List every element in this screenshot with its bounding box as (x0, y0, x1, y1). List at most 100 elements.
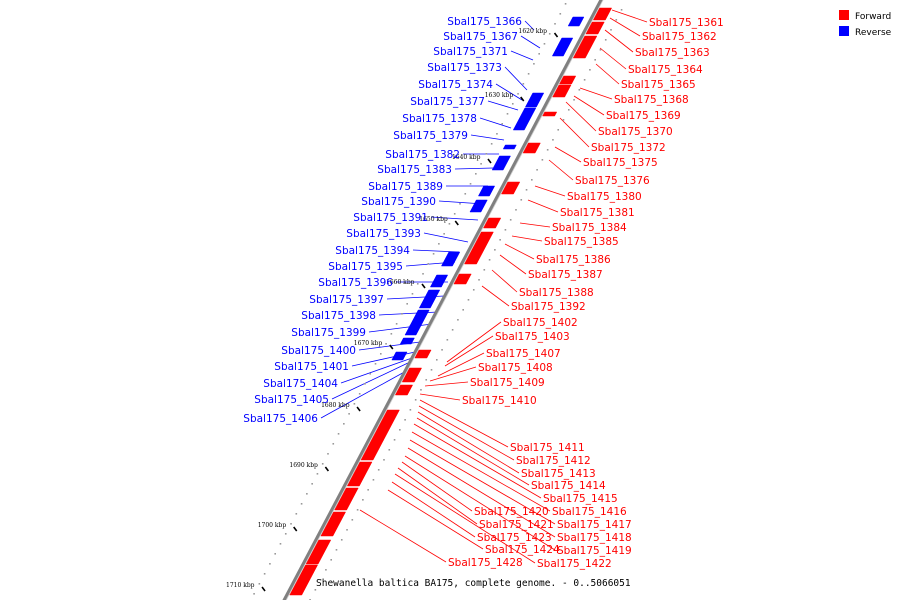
tick-mark (421, 283, 426, 289)
gene-block (346, 461, 373, 487)
tick-label: 1630 kbp (485, 92, 514, 99)
axis-dot (573, 99, 575, 101)
forward-gene-label: Sbal175_1410 (462, 395, 537, 407)
axis-dot (377, 469, 380, 471)
forward-gene-label: Sbal175_1407 (486, 348, 561, 360)
gene-block (572, 35, 598, 59)
leader-line (424, 381, 469, 387)
leader-line (397, 467, 478, 525)
axis-dot (457, 319, 459, 321)
axis-dot (284, 533, 287, 535)
forward-gene-label: Sbal175_1365 (621, 79, 696, 91)
axis-dot (525, 189, 528, 191)
leader-line (504, 66, 528, 91)
legend-label: Reverse (855, 28, 892, 38)
gene-block (483, 217, 502, 229)
forward-gene-label: Sbal175_1372 (591, 142, 666, 154)
gene-block (501, 181, 521, 195)
forward-gene-label: Sbal175_1388 (519, 287, 594, 299)
axis-dot (451, 329, 454, 331)
axis-dot (409, 409, 412, 411)
axis-dot (390, 333, 393, 335)
leader-line (401, 461, 473, 512)
forward-gene-label: Sbal175_1428 (448, 557, 523, 569)
gene-block (399, 337, 415, 345)
forward-gene-label: Sbal175_1403 (495, 331, 570, 343)
reverse-gene-label: Sbal175_1366 (447, 16, 522, 28)
reverse-gene-label: Sbal175_1374 (418, 79, 493, 91)
axis-dot (385, 343, 387, 345)
reverse-gene-label: Sbal175_1379 (393, 130, 468, 142)
gene-block (360, 439, 385, 461)
axis-dot (364, 383, 366, 385)
axis-dot (393, 439, 396, 441)
reverse-gene-label: Sbal175_1371 (433, 46, 508, 58)
gene-block (394, 384, 414, 396)
forward-gene-label: Sbal175_1408 (478, 362, 553, 374)
reverse-gene-label: Sbal175_1405 (254, 394, 329, 406)
axis-dot (406, 303, 408, 305)
forward-gene-label: Sbal175_1402 (503, 317, 578, 329)
leader-line (499, 254, 527, 275)
axis-dot (401, 313, 403, 315)
axis-line (282, 0, 603, 600)
axis-dot (522, 83, 525, 85)
axis-dot (290, 523, 292, 525)
axis-dot (589, 69, 591, 71)
axis-dot (552, 139, 554, 141)
axis-dot (443, 233, 445, 235)
forward-gene-label: Sbal175_1381 (560, 207, 635, 219)
leader-line (429, 366, 477, 382)
leader-line (599, 47, 627, 70)
axis-dot (538, 53, 540, 55)
forward-gene-label: Sbal175_1386 (536, 254, 611, 266)
axis-dot (615, 19, 618, 21)
gene-block (429, 274, 449, 288)
axis-dot (300, 503, 303, 505)
legend-label: Forward (855, 12, 891, 22)
leader-line (412, 249, 460, 253)
axis-dot (594, 59, 596, 61)
axis-dot (543, 43, 546, 45)
gene-block (441, 251, 461, 267)
tick-mark (487, 158, 492, 164)
axis-dot (462, 309, 464, 311)
leader-line (394, 473, 536, 564)
forward-gene-label: Sbal175_1384 (552, 222, 627, 234)
gene-block (491, 155, 511, 171)
axis-dot (420, 389, 422, 391)
tick-label: 1700 kbp (258, 522, 287, 529)
reverse-gene-label: Sbal175_1377 (410, 96, 485, 108)
reverse-gene-label: Sbal175_1378 (402, 113, 477, 125)
forward-gene-label: Sbal175_1363 (635, 47, 710, 59)
leader-line (510, 50, 534, 61)
forward-gene-label: Sbal175_1417 (557, 519, 632, 531)
leader-line (504, 243, 535, 260)
reverse-gene-label: Sbal175_1395 (328, 261, 403, 273)
reverse-gene-label: Sbal175_1400 (281, 345, 356, 357)
axis-dot (464, 193, 467, 195)
leader-line (416, 417, 530, 486)
axis-dot (467, 299, 470, 301)
leader-line (378, 311, 439, 316)
axis-dot (358, 393, 361, 395)
leader-line (423, 232, 469, 243)
gene-block (404, 324, 422, 336)
forward-gene-label: Sbal175_1423 (477, 532, 552, 544)
reverse-gene-label: Sbal175_1399 (291, 327, 366, 339)
axis-dot (348, 413, 350, 415)
genome-axis: 1620 kbp 1630 kbp 1640 kbp 1650 kbp 1660 kbp… (226, 0, 623, 600)
reverse-gene-label: Sbal175_1401 (274, 361, 349, 373)
axis-dot (515, 209, 517, 211)
axis-dot (533, 63, 535, 65)
axis-dot (432, 253, 435, 255)
leader-line (437, 352, 485, 377)
forward-gene-label: Sbal175_1364 (628, 64, 703, 76)
reverse-gene-label: Sbal175_1404 (263, 378, 338, 390)
axis-dot (578, 89, 581, 91)
forward-gene-label: Sbal175_1421 (479, 519, 554, 531)
gene-block (524, 92, 545, 108)
leader-line (548, 159, 574, 181)
tick-mark (293, 526, 298, 532)
